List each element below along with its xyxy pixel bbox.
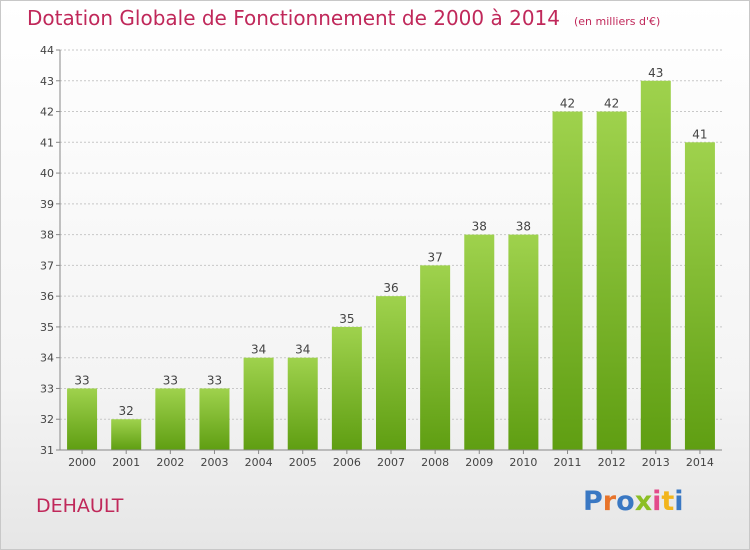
data-label: 43 (648, 66, 663, 80)
y-tick-label: 35 (40, 321, 54, 334)
y-tick-label: 39 (40, 198, 54, 211)
data-label: 38 (516, 220, 531, 234)
logo-letter: o (616, 486, 635, 517)
data-label: 37 (427, 250, 442, 264)
proxiti-logo: Proxiti (583, 486, 684, 517)
data-label: 38 (472, 220, 487, 234)
x-tick-label: 2013 (642, 456, 670, 469)
x-tick-label: 2009 (465, 456, 493, 469)
bar-2003 (199, 388, 230, 450)
x-axis-ticks: 2000 2001 2002 2003 2004 2005 2006 2007 2008 2009… (68, 450, 714, 469)
x-tick-label: 2008 (421, 456, 449, 469)
bar-2002 (155, 388, 186, 450)
chart-title: Dotation Globale de Fonctionnement de 20… (27, 6, 660, 30)
x-tick-label: 2012 (598, 456, 626, 469)
logo-letter: x (634, 486, 653, 517)
data-label: 36 (383, 281, 398, 295)
commune-name: DEHAULT (36, 495, 124, 517)
data-labels: 33 32 33 33 34 34 35 36 37 38 38 42 42 43 41 (74, 66, 707, 418)
data-label: 42 (560, 97, 575, 111)
data-label: 34 (295, 343, 310, 357)
title-main: Dotation Globale de Fonctionnement de 20… (27, 6, 560, 30)
bar-2006 (331, 326, 362, 450)
x-tick-label: 2011 (554, 456, 582, 469)
bar-2000 (67, 388, 98, 450)
data-label: 32 (119, 404, 134, 418)
y-tick-label: 42 (40, 106, 54, 119)
bars (67, 80, 715, 451)
logo-letter: t (661, 486, 675, 517)
bar-2013 (640, 80, 671, 451)
title-unit: (en milliers d'€) (574, 15, 661, 28)
y-tick-label: 33 (40, 382, 54, 395)
data-label: 33 (74, 373, 89, 387)
logo-letter: i (652, 486, 662, 517)
data-label: 41 (692, 127, 707, 141)
y-tick-label: 44 (40, 44, 54, 57)
bar-2005 (287, 357, 318, 450)
data-label: 34 (251, 343, 266, 357)
bar-2014 (684, 142, 715, 451)
logo-letter: r (602, 486, 617, 517)
x-tick-label: 2001 (112, 456, 140, 469)
bar-2001 (111, 419, 142, 450)
logo-letter: i (674, 486, 684, 517)
x-tick-label: 2004 (245, 456, 273, 469)
data-label: 42 (604, 97, 619, 111)
y-tick-label: 34 (40, 352, 54, 365)
bar-2007 (376, 296, 406, 450)
bar-2009 (464, 234, 495, 450)
bar-2008 (420, 265, 451, 450)
bar-2010 (508, 234, 539, 450)
y-tick-label: 41 (40, 136, 54, 149)
y-tick-label: 36 (40, 290, 54, 303)
y-tick-label: 43 (40, 75, 54, 88)
axes (59, 50, 722, 451)
x-tick-label: 2000 (68, 456, 96, 469)
x-tick-label: 2005 (289, 456, 317, 469)
y-tick-label: 31 (40, 444, 54, 457)
data-label: 33 (207, 373, 222, 387)
x-tick-label: 2003 (200, 456, 228, 469)
x-tick-label: 2007 (377, 456, 405, 469)
bar-2011 (552, 111, 583, 451)
data-label: 35 (339, 312, 354, 326)
y-tick-label: 32 (40, 413, 54, 426)
y-tick-label: 40 (40, 167, 54, 180)
data-label: 33 (163, 373, 178, 387)
x-tick-label: 2006 (333, 456, 361, 469)
y-tick-label: 38 (40, 229, 54, 242)
x-tick-label: 2014 (686, 456, 714, 469)
logo-letter: P (583, 486, 603, 517)
y-axis-ticks: 31 32 33 34 35 36 37 38 39 40 41 42 43 44 (40, 44, 60, 457)
bar-2004 (243, 357, 274, 450)
x-tick-label: 2002 (156, 456, 184, 469)
bar-2012 (596, 111, 627, 451)
x-tick-label: 2010 (509, 456, 537, 469)
y-tick-label: 37 (40, 259, 54, 272)
